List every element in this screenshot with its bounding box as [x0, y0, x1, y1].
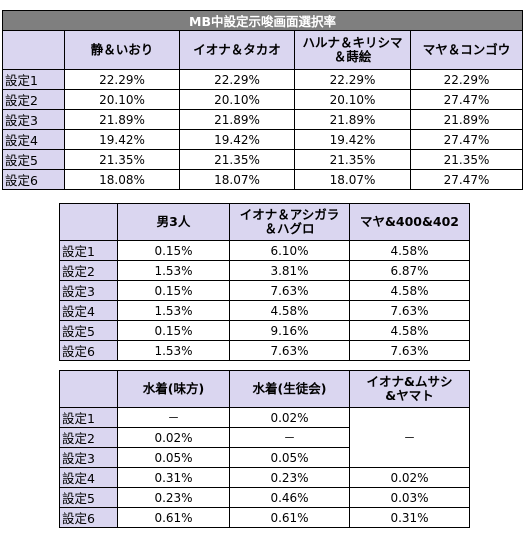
table-cell: 21.35%	[179, 149, 295, 170]
table-cell: 19.42%	[294, 129, 411, 150]
table-cell: 1.53%	[117, 340, 230, 361]
column-header-line: イオナ&ムサシ	[366, 374, 453, 389]
row-label: 設定2	[59, 427, 118, 448]
table-cell: 22.29%	[179, 69, 295, 90]
row-label: 設定2	[59, 260, 118, 281]
table-cell: 1.53%	[117, 300, 230, 321]
group-screen-rate-table: 男3人 イオナ＆アシガラ ＆ハグロ マヤ&400&402 設定1 0.15% 6.…	[59, 203, 470, 361]
table-cell: 20.10%	[179, 89, 295, 110]
column-header: イオナ＆タカオ	[179, 30, 295, 70]
table-cell: 21.35%	[64, 149, 180, 170]
table-cell: 1.53%	[117, 260, 230, 281]
table-cell: 0.31%	[117, 467, 230, 488]
table-cell: 0.46%	[229, 487, 350, 508]
column-header: マヤ＆コンゴウ	[410, 30, 523, 70]
header-corner	[59, 370, 118, 408]
column-header: 男3人	[117, 203, 230, 241]
table-cell: 22.29%	[294, 69, 411, 90]
table-cell: 4.58%	[349, 320, 470, 341]
table-cell: 7.63%	[349, 300, 470, 321]
column-header: マヤ&400&402	[349, 203, 470, 241]
table-cell: 0.23%	[117, 487, 230, 508]
header-corner	[59, 203, 118, 241]
table-cell: 4.58%	[229, 300, 350, 321]
column-header-line: ＆ハグロ	[264, 221, 315, 236]
table-cell: 18.07%	[294, 169, 411, 190]
row-label: 設定1	[59, 407, 118, 428]
table-cell: 0.31%	[349, 507, 470, 528]
table-cell: 7.63%	[349, 340, 470, 361]
column-header-line: イオナ＆アシガラ	[239, 207, 340, 222]
table-cell: 0.15%	[117, 240, 230, 261]
row-label: 設定6	[2, 169, 65, 190]
table-cell: 0.05%	[229, 447, 350, 468]
swimsuit-screen-rate-table: 水着(味方) 水着(生徒会) イオナ&ムサシ &ヤマト 設定1 － 0.02% －…	[59, 370, 470, 528]
mb-setting-hint-table: MB中設定示唆画面選択率 静＆いおり イオナ＆タカオ ハルナ＆キリシマ ＆蒔絵 マ…	[2, 10, 523, 190]
row-label: 設定5	[59, 487, 118, 508]
table-cell: 22.29%	[64, 69, 180, 90]
row-label: 設定4	[2, 129, 65, 150]
table-cell: 0.61%	[117, 507, 230, 528]
table-cell: 21.89%	[410, 109, 523, 130]
column-header-line: &ヤマト	[385, 388, 434, 403]
table-cell: 18.07%	[179, 169, 295, 190]
table-cell: 21.35%	[410, 149, 523, 170]
table-cell: 0.61%	[229, 507, 350, 528]
table-cell: 22.29%	[410, 69, 523, 90]
table-cell: 6.87%	[349, 260, 470, 281]
table-cell: 27.47%	[410, 129, 523, 150]
column-header: ハルナ＆キリシマ ＆蒔絵	[294, 30, 411, 70]
row-label: 設定6	[59, 340, 118, 361]
table-cell: 0.15%	[117, 280, 230, 301]
table-cell: 9.16%	[229, 320, 350, 341]
row-label: 設定1	[59, 240, 118, 261]
row-label: 設定4	[59, 300, 118, 321]
table-cell: 4.58%	[349, 280, 470, 301]
table-cell: 7.63%	[229, 340, 350, 361]
table-title: MB中設定示唆画面選択率	[2, 10, 523, 31]
row-label: 設定3	[59, 280, 118, 301]
table-cell: 7.63%	[229, 280, 350, 301]
row-label: 設定4	[59, 467, 118, 488]
table-cell: 27.47%	[410, 169, 523, 190]
table-cell: 19.42%	[64, 129, 180, 150]
table-cell: －	[117, 407, 230, 428]
column-header: 水着(生徒会)	[229, 370, 350, 408]
table-cell: 3.81%	[229, 260, 350, 281]
row-label: 設定6	[59, 507, 118, 528]
table-cell: 21.89%	[179, 109, 295, 130]
row-label: 設定5	[59, 320, 118, 341]
table-cell: 0.03%	[349, 487, 470, 508]
table-cell: 0.02%	[117, 427, 230, 448]
table-cell: 21.89%	[64, 109, 180, 130]
column-header: 静＆いおり	[64, 30, 180, 70]
column-header: 水着(味方)	[117, 370, 230, 408]
table-cell: 4.58%	[349, 240, 470, 261]
row-label: 設定5	[2, 149, 65, 170]
row-label: 設定3	[2, 109, 65, 130]
table-cell: 6.10%	[229, 240, 350, 261]
row-label: 設定3	[59, 447, 118, 468]
row-label: 設定1	[2, 69, 65, 90]
table-cell: 19.42%	[179, 129, 295, 150]
table-cell: 18.08%	[64, 169, 180, 190]
table-cell: 0.02%	[229, 407, 350, 428]
table-cell: 21.35%	[294, 149, 411, 170]
header-corner	[2, 30, 65, 70]
table-cell: 20.10%	[64, 89, 180, 110]
table-cell: 21.89%	[294, 109, 411, 130]
table-cell: －	[229, 427, 350, 448]
table-cell: 0.15%	[117, 320, 230, 341]
table-cell: 0.23%	[229, 467, 350, 488]
table-cell: 20.10%	[294, 89, 411, 110]
row-label: 設定2	[2, 89, 65, 110]
column-header: イオナ＆アシガラ ＆ハグロ	[229, 203, 350, 241]
table-cell: 0.05%	[117, 447, 230, 468]
table-cell: 0.02%	[349, 467, 470, 488]
table-cell: 27.47%	[410, 89, 523, 110]
column-header-line: ハルナ＆キリシマ	[302, 35, 403, 50]
merged-table-cell: －	[349, 407, 470, 468]
column-header-line: ＆蒔絵	[333, 49, 372, 64]
column-header: イオナ&ムサシ &ヤマト	[349, 370, 470, 408]
